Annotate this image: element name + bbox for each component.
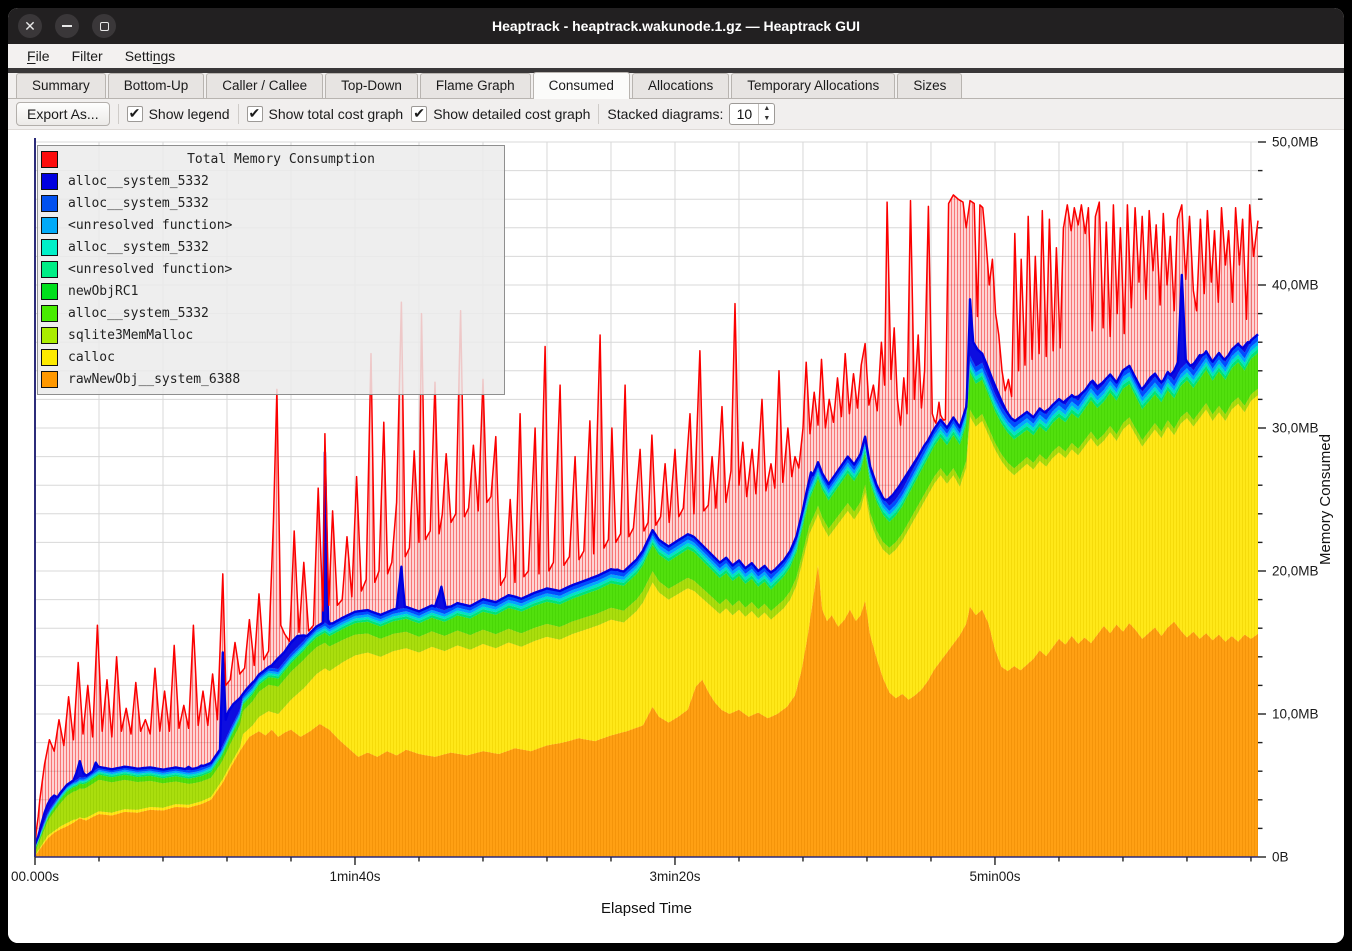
tab-summary[interactable]: Summary — [16, 73, 106, 98]
legend-swatch-icon — [41, 151, 58, 168]
svg-text:00.000s: 00.000s — [11, 869, 59, 884]
legend-label: calloc — [68, 350, 115, 365]
legend-swatch-icon — [41, 349, 58, 366]
menu-settings[interactable]: Settings — [116, 46, 185, 66]
titlebar: ✕ Heaptrack - heaptrack.wakunode.1.gz — … — [8, 8, 1344, 44]
legend-label: <unresolved function> — [68, 218, 232, 233]
legend-item: alloc__system_5332 — [38, 170, 504, 192]
toolbar: Export As... ✔Show legend ✔Show total cos… — [8, 99, 1344, 130]
legend-swatch-icon — [41, 305, 58, 322]
toolbar-separator — [598, 104, 599, 124]
toolbar-separator — [118, 104, 119, 124]
tab-bottom-up[interactable]: Bottom-Up — [108, 73, 205, 98]
svg-text:3min20s: 3min20s — [649, 869, 700, 884]
tab-sizes[interactable]: Sizes — [897, 73, 962, 98]
legend-item: alloc__system_5332 — [38, 192, 504, 214]
legend-swatch-icon — [41, 371, 58, 388]
legend-swatch-icon — [41, 283, 58, 300]
x-axis-title: Elapsed Time — [601, 900, 692, 917]
close-icon[interactable]: ✕ — [18, 14, 42, 38]
stacked-diagrams-value: 10 — [730, 104, 758, 124]
window-title: Heaptrack - heaptrack.wakunode.1.gz — He… — [8, 18, 1344, 34]
tab-consumed[interactable]: Consumed — [533, 72, 630, 99]
legend-label: Total Memory Consumption — [58, 152, 504, 167]
tab-top-down[interactable]: Top-Down — [325, 73, 418, 98]
tab-allocations[interactable]: Allocations — [632, 73, 729, 98]
export-as-button[interactable]: Export As... — [16, 102, 110, 126]
minimize-icon[interactable] — [55, 14, 79, 38]
legend-label: rawNewObj__system_6388 — [68, 372, 240, 387]
legend-label: alloc__system_5332 — [68, 306, 209, 321]
legend-swatch-icon — [41, 195, 58, 212]
stacked-diagrams-label: Stacked diagrams: — [607, 106, 723, 122]
spin-up-icon[interactable]: ▲ — [759, 104, 774, 114]
svg-text:0B: 0B — [1272, 850, 1289, 865]
checkbox-show-legend[interactable]: ✔Show legend — [127, 106, 230, 122]
heaptrack-window: ✕ Heaptrack - heaptrack.wakunode.1.gz — … — [8, 8, 1344, 943]
menu-filter[interactable]: Filter — [63, 46, 112, 66]
tab-bar: SummaryBottom-UpCaller / CalleeTop-DownF… — [8, 73, 1344, 99]
legend-swatch-icon — [41, 327, 58, 344]
legend-item: alloc__system_5332 — [38, 302, 504, 324]
legend-item: rawNewObj__system_6388 — [38, 368, 504, 390]
checkbox-label: Show total cost graph — [269, 106, 404, 122]
memory-consumed-chart[interactable]: 00.000s 1min40s 3min20s 5min00s 0B 10,0MB 20,0… — [8, 130, 1344, 943]
legend-item: calloc — [38, 346, 504, 368]
legend-item: newObjRC1 — [38, 280, 504, 302]
legend-label: <unresolved function> — [68, 262, 232, 277]
tab-temporary-allocations[interactable]: Temporary Allocations — [731, 73, 895, 98]
tab-caller-callee[interactable]: Caller / Callee — [206, 73, 323, 98]
menu-file[interactable]: File — [18, 46, 59, 66]
legend-label: sqlite3MemMalloc — [68, 328, 193, 343]
svg-text:30,0MB: 30,0MB — [1272, 421, 1319, 436]
menubar: File Filter Settings — [8, 44, 1344, 68]
svg-text:40,0MB: 40,0MB — [1272, 278, 1319, 293]
svg-text:1min40s: 1min40s — [329, 869, 380, 884]
legend-swatch-icon — [41, 261, 58, 278]
tab-flame-graph[interactable]: Flame Graph — [420, 73, 531, 98]
svg-text:20,0MB: 20,0MB — [1272, 564, 1319, 579]
maximize-icon[interactable] — [92, 14, 116, 38]
legend-title-row: Total Memory Consumption — [38, 148, 504, 170]
legend-swatch-icon — [41, 239, 58, 256]
svg-text:50,0MB: 50,0MB — [1272, 135, 1319, 150]
checkbox-label: Show detailed cost graph — [433, 106, 590, 122]
legend-swatch-icon — [41, 217, 58, 234]
svg-text:5min00s: 5min00s — [969, 869, 1020, 884]
legend-label: alloc__system_5332 — [68, 240, 209, 255]
legend-item: <unresolved function> — [38, 214, 504, 236]
legend-swatch-icon — [41, 173, 58, 190]
y-axis-title: Memory Consumed — [1317, 434, 1334, 565]
checkbox-show-detailed-cost-graph[interactable]: ✔Show detailed cost graph — [411, 106, 590, 122]
legend-item: <unresolved function> — [38, 258, 504, 280]
stacked-diagrams-spinner[interactable]: 10 ▲ ▼ — [729, 103, 775, 125]
legend-label: alloc__system_5332 — [68, 174, 209, 189]
spin-down-icon[interactable]: ▼ — [759, 114, 774, 124]
legend-label: newObjRC1 — [68, 284, 138, 299]
legend-item: alloc__system_5332 — [38, 236, 504, 258]
legend-label: alloc__system_5332 — [68, 196, 209, 211]
chart-legend: Total Memory Consumption alloc__system_53… — [37, 145, 505, 395]
checkbox-label: Show legend — [149, 106, 230, 122]
legend-item: sqlite3MemMalloc — [38, 324, 504, 346]
checkbox-show-total-cost-graph[interactable]: ✔Show total cost graph — [247, 106, 404, 122]
stacked-diagrams-group: Stacked diagrams: 10 ▲ ▼ — [607, 103, 775, 125]
svg-text:10,0MB: 10,0MB — [1272, 707, 1319, 722]
